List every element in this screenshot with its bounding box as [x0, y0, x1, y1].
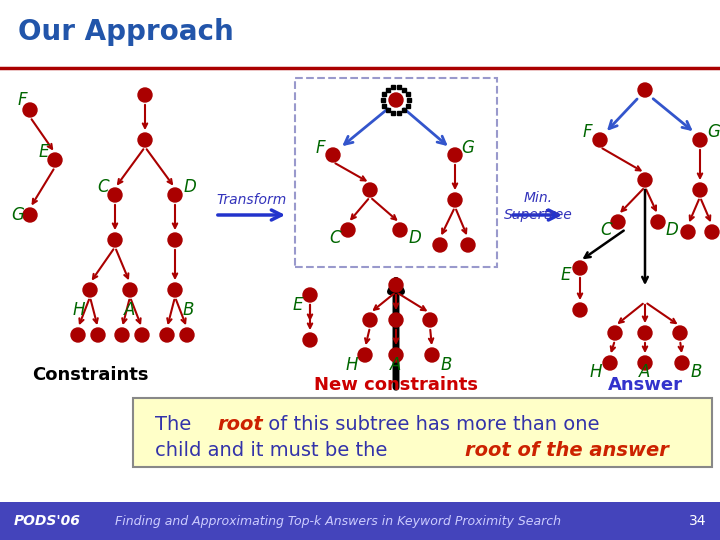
Text: B: B — [441, 356, 451, 374]
FancyBboxPatch shape — [133, 398, 712, 467]
Circle shape — [180, 328, 194, 342]
Text: 34: 34 — [688, 514, 706, 528]
Circle shape — [393, 223, 407, 237]
Circle shape — [363, 313, 377, 327]
Circle shape — [638, 173, 652, 187]
Text: D: D — [409, 229, 421, 247]
Circle shape — [48, 153, 62, 167]
Text: of this subtree has more than one: of this subtree has more than one — [262, 415, 600, 435]
Circle shape — [389, 313, 403, 327]
Circle shape — [573, 303, 587, 317]
Text: PODS'06: PODS'06 — [14, 514, 81, 528]
Text: H: H — [590, 363, 602, 381]
Circle shape — [651, 215, 665, 229]
Circle shape — [303, 288, 317, 302]
Circle shape — [83, 283, 97, 297]
Circle shape — [705, 225, 719, 239]
Circle shape — [108, 233, 122, 247]
Circle shape — [389, 348, 403, 362]
Circle shape — [693, 183, 707, 197]
Circle shape — [358, 348, 372, 362]
Circle shape — [638, 83, 652, 97]
Text: E: E — [561, 266, 571, 284]
Circle shape — [23, 103, 37, 117]
Text: Constraints: Constraints — [32, 366, 148, 384]
Circle shape — [448, 148, 462, 162]
Text: root: root — [217, 415, 263, 435]
Text: B: B — [690, 363, 702, 381]
Text: E: E — [39, 143, 49, 161]
Circle shape — [681, 225, 695, 239]
Text: B: B — [182, 301, 194, 319]
Circle shape — [573, 261, 587, 275]
Text: The: The — [155, 415, 197, 435]
Text: Supertree: Supertree — [503, 208, 572, 222]
Circle shape — [448, 193, 462, 207]
Text: Min.: Min. — [523, 191, 552, 205]
Circle shape — [461, 238, 475, 252]
Text: F: F — [17, 91, 27, 109]
Circle shape — [23, 208, 37, 222]
Text: H: H — [73, 301, 85, 319]
Text: H: H — [346, 356, 359, 374]
Circle shape — [168, 233, 182, 247]
Circle shape — [423, 313, 437, 327]
Text: D: D — [665, 221, 678, 239]
Text: D: D — [184, 178, 197, 196]
Text: Answer: Answer — [608, 376, 683, 394]
Text: child and it must be the: child and it must be the — [155, 441, 394, 460]
Circle shape — [673, 326, 687, 340]
Text: C: C — [600, 221, 612, 239]
Text: F: F — [315, 139, 325, 157]
Text: C: C — [329, 229, 341, 247]
Circle shape — [389, 93, 403, 107]
Circle shape — [593, 133, 607, 147]
Text: Our Approach: Our Approach — [18, 18, 234, 46]
Circle shape — [303, 333, 317, 347]
Bar — [0, 502, 720, 540]
Circle shape — [638, 326, 652, 340]
Circle shape — [638, 356, 652, 370]
Circle shape — [168, 188, 182, 202]
Circle shape — [115, 328, 129, 342]
Text: G: G — [462, 139, 474, 157]
Circle shape — [389, 278, 403, 292]
Text: Finding and Approximating Top-k Answers in Keyword Proximity Search: Finding and Approximating Top-k Answers … — [115, 515, 561, 528]
Text: A: A — [390, 356, 402, 374]
Circle shape — [138, 133, 152, 147]
Circle shape — [168, 283, 182, 297]
Circle shape — [433, 238, 447, 252]
Text: New constraints: New constraints — [314, 376, 478, 394]
Circle shape — [108, 188, 122, 202]
Text: root of the answer: root of the answer — [465, 441, 669, 460]
Circle shape — [675, 356, 689, 370]
Text: G: G — [12, 206, 24, 224]
Circle shape — [138, 88, 152, 102]
Text: F: F — [582, 123, 592, 141]
Text: A: A — [125, 301, 135, 319]
Circle shape — [363, 183, 377, 197]
Circle shape — [91, 328, 105, 342]
Text: A: A — [639, 363, 651, 381]
Text: G: G — [708, 123, 720, 141]
Circle shape — [71, 328, 85, 342]
Circle shape — [693, 133, 707, 147]
Circle shape — [603, 356, 617, 370]
Circle shape — [608, 326, 622, 340]
Text: C: C — [97, 178, 109, 196]
Circle shape — [425, 348, 439, 362]
Circle shape — [326, 148, 340, 162]
Circle shape — [611, 215, 625, 229]
Circle shape — [160, 328, 174, 342]
Text: Transform: Transform — [217, 193, 287, 207]
Circle shape — [135, 328, 149, 342]
Circle shape — [123, 283, 137, 297]
Text: E: E — [293, 296, 303, 314]
Circle shape — [341, 223, 355, 237]
